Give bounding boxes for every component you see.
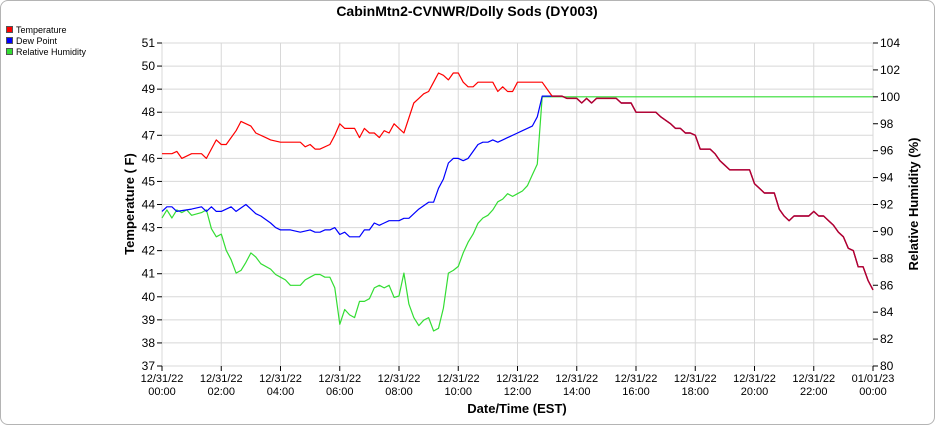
y-tick-label: 47 (142, 128, 156, 142)
x-tick-label-date: 12/31/22 (259, 373, 302, 385)
y-tick-label: 44 (142, 198, 156, 212)
y-tick-label: 41 (142, 267, 156, 281)
x-tick-label-date: 12/31/22 (318, 373, 361, 385)
legend-swatch-temperature (6, 26, 13, 33)
legend: Temperature Dew Point Relative Humidity (6, 24, 86, 57)
x-tick-label-date: 12/31/22 (437, 373, 480, 385)
y-tick-label: 51 (142, 36, 156, 50)
legend-label-relative-humidity: Relative Humidity (16, 46, 87, 57)
x-tick-label-date: 12/31/22 (141, 373, 184, 385)
y2-tick-label: 94 (880, 171, 894, 185)
y2-tick-label: 96 (880, 144, 894, 158)
x-tick-label-date: 12/31/22 (792, 373, 835, 385)
legend-label-temperature: Temperature (16, 24, 67, 35)
x-tick-label-time: 08:00 (385, 386, 413, 398)
legend-label-dew-point: Dew Point (16, 35, 58, 46)
x-tick-label-time: 00:00 (859, 386, 887, 398)
y-tick-label: 48 (142, 105, 156, 119)
x-tick-label-time: 02:00 (207, 386, 235, 398)
x-tick-label-time: 10:00 (444, 386, 472, 398)
y2-tick-label: 102 (880, 63, 900, 77)
x-axis-label: Date/Time (EST) (467, 401, 566, 416)
y-tick-label: 37 (142, 359, 156, 373)
x-tick-label-time: 16:00 (622, 386, 650, 398)
y2-tick-label: 84 (880, 305, 894, 319)
x-tick-label-time: 06:00 (326, 386, 354, 398)
x-tick-label-time: 20:00 (741, 386, 769, 398)
y-tick-label: 38 (142, 336, 156, 350)
y-tick-label: 43 (142, 221, 156, 235)
y2-tick-label: 90 (880, 224, 894, 238)
y-axis-label: Temperature ( F) (122, 153, 137, 255)
legend-swatch-relative-humidity (6, 48, 13, 55)
x-tick-label-time: 12:00 (504, 386, 532, 398)
y2-tick-label: 104 (880, 36, 900, 50)
x-tick-label-date: 12/31/22 (674, 373, 717, 385)
series-layer (161, 72, 874, 332)
x-tick-label-time: 22:00 (800, 386, 828, 398)
y2-tick-label: 98 (880, 117, 894, 131)
saturated-overlap-line (552, 95, 874, 291)
grid-lines (161, 42, 874, 367)
chart-title: CabinMtn2-CVNWR/Dolly Sods (DY003) (336, 3, 597, 19)
y2-tick-label: 88 (880, 251, 894, 265)
y-tick-label: 45 (142, 174, 156, 188)
legend-item-dew-point: Dew Point (6, 35, 86, 46)
x-tick-label-date: 12/31/22 (615, 373, 658, 385)
x-tick-label-date: 12/31/22 (733, 373, 776, 385)
x-tick-label-date: 12/31/22 (200, 373, 243, 385)
y-tick-label: 49 (142, 82, 156, 96)
y2-tick-label: 82 (880, 332, 894, 346)
y-tick-label: 39 (142, 313, 156, 327)
x-tick-label-time: 14:00 (563, 386, 591, 398)
y2-tick-label: 80 (880, 359, 894, 373)
x-tick-label-date: 01/01/23 (852, 373, 895, 385)
relative-humidity-line (161, 96, 873, 332)
y2-tick-label: 92 (880, 198, 894, 212)
legend-swatch-dew-point (6, 37, 13, 44)
x-tick-label-date: 12/31/22 (378, 373, 421, 385)
y-tick-label: 50 (142, 59, 156, 73)
x-tick-label-date: 12/31/22 (555, 373, 598, 385)
y2-tick-label: 86 (880, 278, 894, 292)
axes: 37 38 39 40 41 42 43 44 45 46 47 48 49 50 51 80 82 84 86 88… (141, 36, 901, 398)
x-tick-label-time: 18:00 (681, 386, 709, 398)
y2-tick-label: 100 (880, 90, 900, 104)
legend-item-temperature: Temperature (6, 24, 86, 35)
y-tick-label: 46 (142, 151, 156, 165)
y-tick-label: 40 (142, 290, 156, 304)
y2-axis-label: Relative Humidity (%) (906, 138, 921, 271)
x-tick-label-time: 04:00 (267, 386, 295, 398)
x-tick-label-date: 12/31/22 (496, 373, 539, 385)
legend-item-relative-humidity: Relative Humidity (6, 46, 86, 57)
y-tick-label: 42 (142, 244, 156, 258)
x-tick-label-time: 00:00 (148, 386, 176, 398)
